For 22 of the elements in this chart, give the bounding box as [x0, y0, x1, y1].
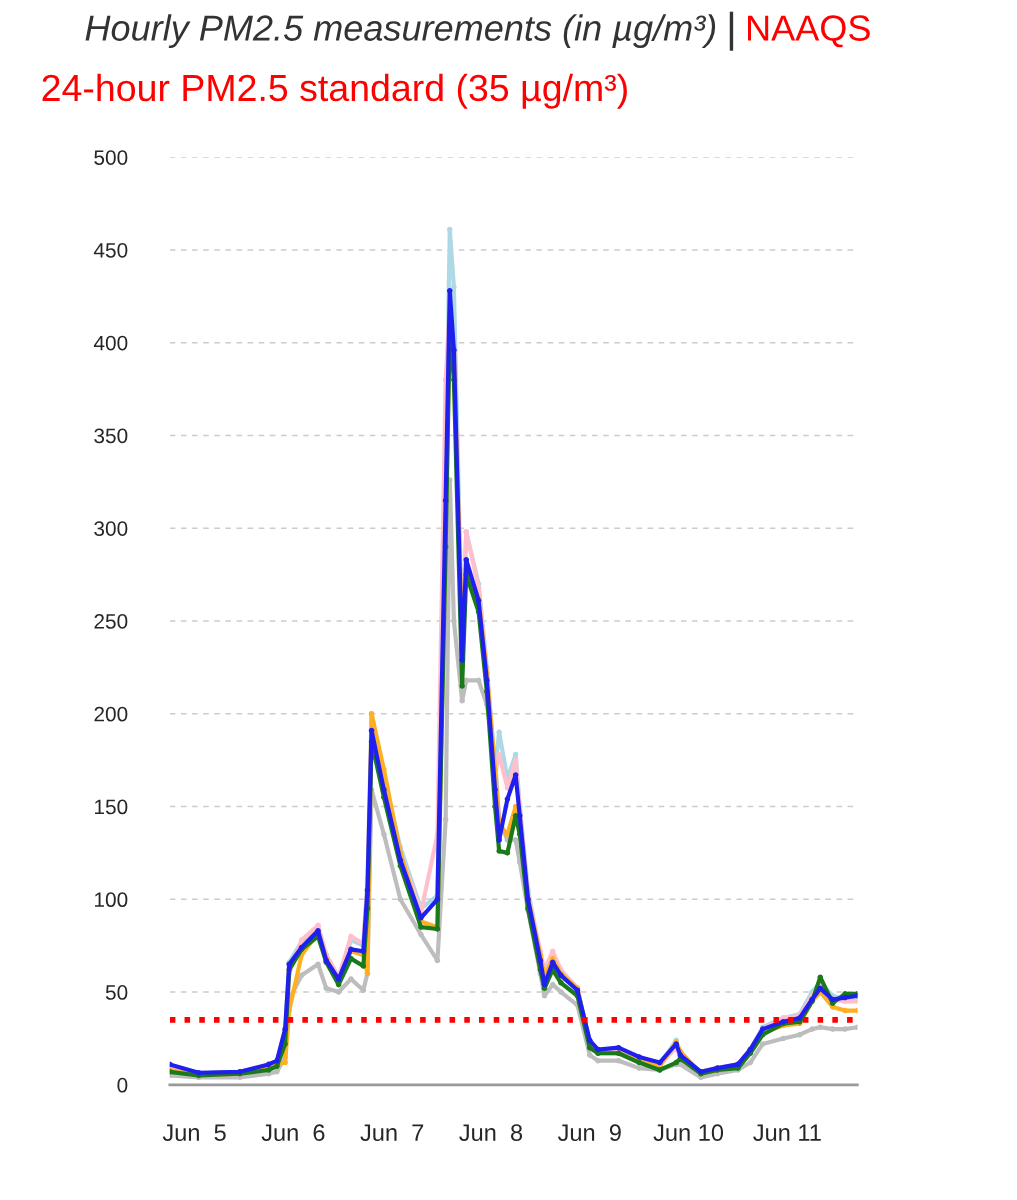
x-tick-label: Jun 7	[360, 1124, 424, 1142]
y-tick-label: 50	[105, 985, 128, 1000]
chart-title: Hourly PM2.5 measurements (in µg/m³)	[85, 14, 716, 49]
x-tick-label: Jun 5	[162, 1124, 226, 1142]
x-tick-label: Jun 9	[557, 1124, 621, 1142]
x-tick-label: Jun 6	[261, 1124, 325, 1142]
y-tick-label: 200	[94, 706, 128, 722]
y-tick-label: 450	[93, 242, 128, 258]
text: |	[729, 11, 734, 51]
y-tick-label: 400	[93, 335, 128, 351]
y-tick-label: 0	[117, 1077, 128, 1093]
text: NAAQS	[748, 15, 870, 48]
y-tick-label: 150	[95, 799, 128, 815]
y-tick-label: 300	[94, 521, 128, 536]
x-tick-label: Jun 8	[459, 1124, 523, 1142]
chart-subtitle: 24-hour PM2.5 standard (35 µg/m³)	[42, 73, 627, 109]
y-tick-label: 100	[95, 892, 128, 908]
y-tick-label: 250	[94, 614, 128, 629]
y-tick-label: 350	[94, 428, 128, 444]
y-tick-label: 500	[94, 150, 128, 165]
x-tick-label: Jun 10	[653, 1124, 724, 1142]
x-tick-label: Jun 11	[753, 1124, 821, 1142]
